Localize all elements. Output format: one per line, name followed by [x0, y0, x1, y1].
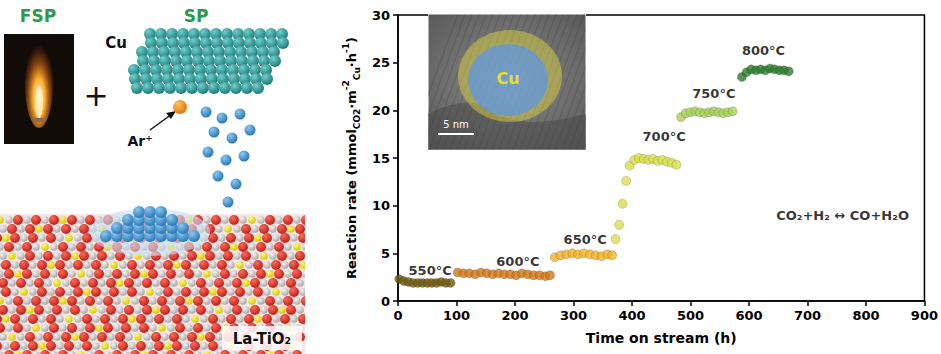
svg-text:20: 20: [372, 103, 390, 118]
svg-text:550°C: 550°C: [409, 263, 452, 278]
svg-text:900: 900: [911, 308, 938, 323]
svg-text:500: 500: [677, 308, 704, 323]
svg-text:Ar⁺: Ar⁺: [127, 133, 152, 149]
svg-text:CO₂+H₂ ↔ CO+H₂O: CO₂+H₂ ↔ CO+H₂O: [776, 208, 909, 223]
svg-text:600°C: 600°C: [496, 254, 539, 269]
svg-text:+: +: [83, 78, 108, 113]
svg-text:Cu: Cu: [352, 67, 362, 80]
svg-text:-2: -2: [341, 80, 351, 90]
svg-text:La-TiO₂: La-TiO₂: [233, 330, 291, 348]
svg-text:600: 600: [735, 308, 762, 323]
svg-text:800: 800: [852, 308, 879, 323]
svg-text:Reaction rate (mmol: Reaction rate (mmol: [344, 129, 359, 279]
svg-text:300: 300: [560, 308, 587, 323]
svg-text:650°C: 650°C: [564, 232, 607, 247]
svg-text:200: 200: [501, 308, 528, 323]
svg-text:·m: ·m: [344, 90, 359, 108]
svg-text:Cu: Cu: [105, 34, 127, 52]
svg-text:5: 5: [381, 246, 390, 261]
svg-text:0: 0: [393, 308, 402, 323]
svg-text:800°C: 800°C: [742, 43, 785, 58]
svg-text:·h: ·h: [344, 53, 359, 67]
svg-text:SP: SP: [184, 6, 209, 26]
svg-text:0: 0: [381, 294, 390, 309]
svg-text:750°C: 750°C: [692, 86, 735, 101]
svg-text:Cu: Cu: [496, 69, 519, 88]
svg-text:25: 25: [372, 55, 390, 70]
svg-text:15: 15: [372, 151, 390, 166]
svg-text:CO2: CO2: [352, 109, 362, 130]
svg-text:100: 100: [443, 308, 470, 323]
svg-text:30: 30: [372, 8, 390, 23]
svg-text:700: 700: [794, 308, 821, 323]
svg-text:400: 400: [618, 308, 645, 323]
svg-text:FSP: FSP: [20, 6, 56, 26]
svg-text:5 nm: 5 nm: [443, 119, 469, 130]
svg-text:): ): [344, 37, 359, 43]
svg-text:Time on stream (h): Time on stream (h): [586, 330, 737, 346]
svg-text:-1: -1: [341, 43, 351, 53]
svg-text:700°C: 700°C: [643, 129, 686, 144]
svg-text:10: 10: [372, 198, 390, 213]
